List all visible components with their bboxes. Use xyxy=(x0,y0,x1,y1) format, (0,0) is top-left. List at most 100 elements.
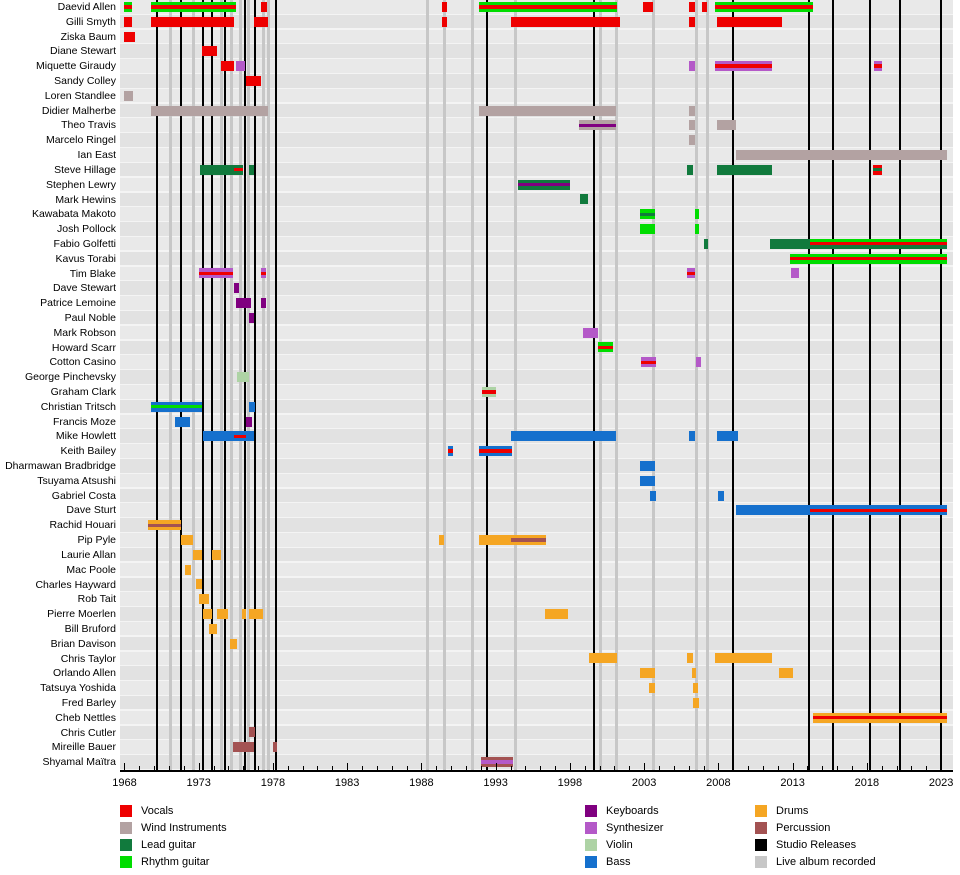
row-band xyxy=(120,310,953,325)
role-stripe-vocals xyxy=(716,16,783,27)
timeline-bar xyxy=(249,312,254,323)
timeline-bar xyxy=(261,268,266,279)
live-album-line xyxy=(261,0,265,770)
row-band xyxy=(120,725,953,740)
role-stripe-synthesizer xyxy=(715,61,772,65)
axis-tick xyxy=(688,766,690,770)
timeline-bar xyxy=(510,431,616,442)
legend-item-violin: Violin xyxy=(585,836,633,853)
row-band xyxy=(120,681,953,695)
role-stripe-keyboards xyxy=(249,312,254,323)
timeline-bar xyxy=(694,224,700,235)
member-label: Mark Hewins xyxy=(55,193,116,206)
timeline-bar xyxy=(639,668,655,679)
role-stripe-lead_guitar xyxy=(872,168,882,172)
row-band xyxy=(120,577,953,591)
member-label: Tatsuya Yoshida xyxy=(40,682,116,695)
timeline-bar xyxy=(212,549,221,560)
role-stripe-bass xyxy=(234,431,247,435)
role-stripe-lead_guitar xyxy=(234,171,244,175)
member-label: Miquette Giraudy xyxy=(36,60,116,73)
axis-tick-label: 2013 xyxy=(780,777,805,789)
axis-tick xyxy=(599,766,601,770)
timeline-bar xyxy=(770,238,811,249)
timeline-bar xyxy=(639,209,655,220)
axis-tick-label: 2018 xyxy=(854,777,880,789)
legend-swatch-live xyxy=(755,855,767,868)
axis-tick xyxy=(376,766,378,770)
role-stripe-bass xyxy=(716,431,738,442)
role-stripe-bass xyxy=(174,416,190,427)
row-band xyxy=(120,592,953,606)
role-stripe-lead_guitar xyxy=(639,212,655,216)
row-band xyxy=(120,340,953,355)
member-label: Cheb Nettles xyxy=(55,711,116,724)
member-label: Charles Hayward xyxy=(35,578,116,591)
timeline-bar xyxy=(715,1,814,12)
role-stripe-wind xyxy=(479,105,616,116)
legend-item-bass: Bass xyxy=(585,853,630,870)
role-stripe-rhythm_guitar xyxy=(639,224,655,235)
role-stripe-drums xyxy=(779,668,793,679)
role-stripe-vocals xyxy=(151,16,235,27)
axis-tick xyxy=(762,766,764,770)
legend-item-studio: Studio Releases xyxy=(755,836,856,853)
role-stripe-vocals xyxy=(688,1,695,12)
legend-label: Synthesizer xyxy=(606,821,664,834)
timeline-bar xyxy=(810,238,948,249)
role-stripe-violin xyxy=(482,393,496,397)
legend-item-synthesizer: Synthesizer xyxy=(585,819,663,836)
role-stripe-bass xyxy=(688,431,695,442)
member-label: Fabio Golfetti xyxy=(53,237,116,250)
role-stripe-drums xyxy=(589,653,618,664)
timeline-bar xyxy=(650,490,657,501)
axis-tick xyxy=(421,763,423,770)
member-label: Josh Pollock xyxy=(57,223,116,236)
legend-label: Keyboards xyxy=(606,804,659,817)
row-band xyxy=(120,207,953,221)
timeline-bar xyxy=(448,446,453,457)
row-band xyxy=(120,414,953,429)
row-band xyxy=(120,192,953,206)
row-band xyxy=(120,251,953,266)
timeline-bar xyxy=(736,149,948,160)
timeline-bar xyxy=(234,164,244,175)
row-band xyxy=(120,296,953,310)
role-stripe-rhythm_guitar xyxy=(715,1,814,6)
timeline-bar xyxy=(687,268,695,279)
axis-tick xyxy=(436,766,438,770)
axis-tick-label: 1998 xyxy=(557,777,583,789)
role-stripe-vocals xyxy=(124,5,132,9)
timeline-bar xyxy=(583,327,599,338)
member-label: Brian Davison xyxy=(50,637,116,650)
axis-tick xyxy=(332,766,334,770)
member-label: Keith Bailey xyxy=(60,445,116,458)
role-stripe-synthesizer xyxy=(715,67,772,72)
live-album-line xyxy=(442,0,446,770)
legend-item-percussion: Percussion xyxy=(755,819,830,836)
role-stripe-synthesizer xyxy=(480,760,514,764)
member-label: Kawabata Makoto xyxy=(31,208,116,221)
legend-item-live: Live album recorded xyxy=(755,853,876,870)
axis-tick-label: 2003 xyxy=(631,777,657,789)
axis-tick xyxy=(629,766,631,770)
axis-tick xyxy=(510,766,512,770)
member-label: Sandy Colley xyxy=(54,75,116,88)
timeline-bar xyxy=(439,534,444,545)
member-label: Rachid Houari xyxy=(49,519,116,532)
member-label: Kavus Torabi xyxy=(55,252,116,265)
member-label: Mike Howlett xyxy=(55,430,116,443)
role-stripe-drums xyxy=(693,683,698,694)
row-band xyxy=(120,222,953,236)
role-stripe-rhythm_guitar xyxy=(639,215,655,220)
timeline-bar xyxy=(598,342,613,353)
role-stripe-drums xyxy=(216,609,229,620)
live-album-line xyxy=(246,0,250,770)
timeline-bar xyxy=(272,742,278,753)
member-label: Shyamal Maïtra xyxy=(42,756,116,769)
role-stripe-vocals xyxy=(124,16,132,27)
legend-label: Drums xyxy=(776,804,809,817)
role-stripe-rhythm_guitar xyxy=(789,253,811,257)
role-stripe-rhythm_guitar xyxy=(715,8,814,12)
role-stripe-synthesizer xyxy=(261,275,266,279)
